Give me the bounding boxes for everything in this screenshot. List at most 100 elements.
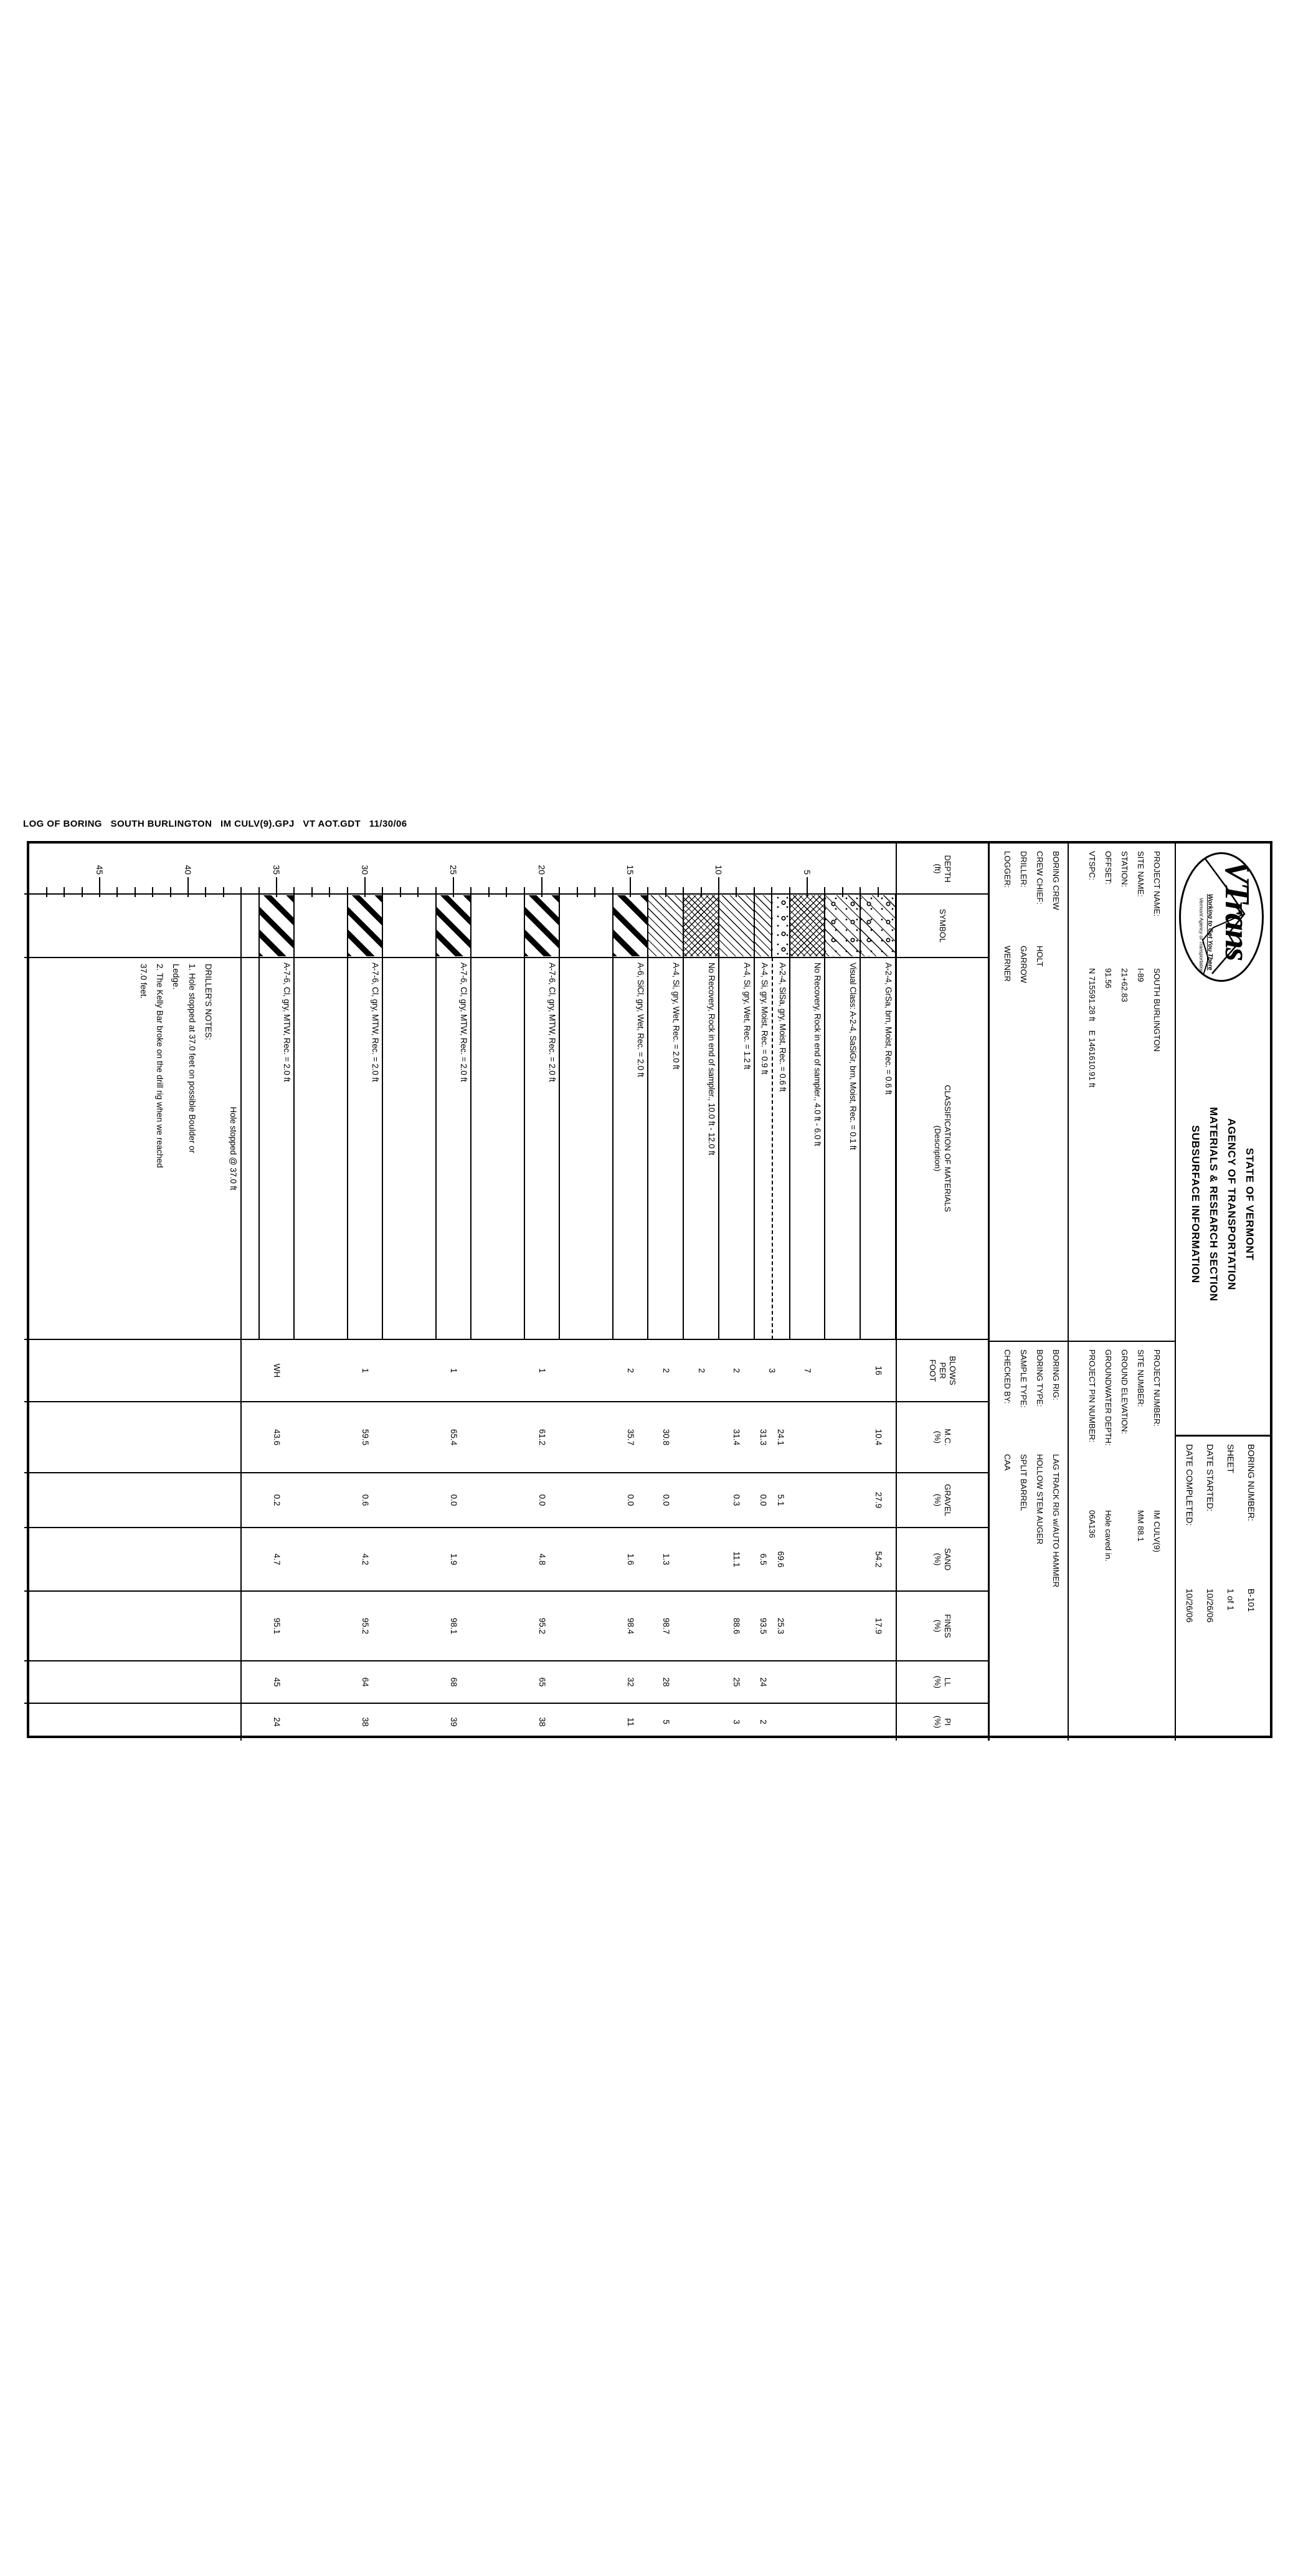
hole-bottom-line — [240, 894, 242, 1741]
sample-description: A-4, Si, gry, Moist, Rec. = 0.9 ft — [760, 962, 770, 1075]
info-value: N 715591.28 ft E 1461610.91 ft — [1087, 968, 1097, 1088]
sample-boundary — [435, 894, 437, 1339]
column-line — [24, 957, 990, 958]
value-gravel: 0.0 — [626, 1494, 635, 1506]
depth-label: 45 — [95, 865, 105, 875]
project-name-block: PROJECT NAME: SOUTH BURLINGTON SITE NAME: I… — [1069, 844, 1176, 1342]
depth-minor-tick — [506, 887, 508, 897]
info-line: LOGGER: WERNER — [999, 851, 1015, 1342]
depth-label: 20 — [537, 865, 547, 875]
column-header-sand: SAND (%) — [933, 1547, 953, 1571]
info-line: STATION: 21+62.83 — [1116, 851, 1132, 1342]
info-value: HOLLOW STEM AUGER — [1035, 1454, 1045, 1545]
info-line: SHEET 1 of 1 — [1220, 1444, 1241, 1741]
value-fines: 98.1 — [449, 1617, 458, 1635]
info-line: GROUNDWATER DEPTH: Hole caved in. — [1100, 1349, 1116, 1741]
depth-major-tick — [276, 877, 277, 897]
value-blows: 16 — [873, 1366, 883, 1376]
sample-description: A-7-6, Cl, gry, MTW, Rec. = 2.0 ft — [371, 962, 381, 1082]
soil-symbol-sand-gravel — [860, 895, 896, 956]
sample-boundary — [824, 894, 826, 1339]
column-line — [24, 1472, 990, 1473]
info-label: PROJECT NUMBER: — [1152, 1349, 1162, 1427]
info-value: IM CULV(9) — [1152, 1510, 1162, 1552]
divider — [1176, 1435, 1270, 1437]
value-fines: 93.5 — [759, 1617, 768, 1635]
sample-boundary — [258, 894, 260, 1339]
value-sand: 1.6 — [626, 1553, 635, 1566]
value-mc: 24.1 — [776, 1428, 786, 1446]
value-pi: 38 — [538, 1717, 547, 1727]
sample-boundary — [895, 894, 896, 1339]
info-label: GROUND ELEVATION: — [1120, 1349, 1129, 1435]
value-pi: 39 — [449, 1717, 458, 1727]
info-value: GARROW — [1019, 946, 1028, 983]
depth-minor-tick — [81, 887, 83, 897]
soil-symbol-clay — [435, 895, 471, 956]
info-label: SAMPLE TYPE: — [1019, 1349, 1028, 1408]
drillers-note-line: 37.0 feet. — [138, 964, 148, 999]
info-label: BORING RIG: — [1051, 1349, 1061, 1400]
info-label: BORING NUMBER: — [1246, 1444, 1256, 1521]
value-blows: 1 — [361, 1368, 370, 1373]
depth-major-tick — [807, 877, 808, 897]
sample-description: A-6, SiCl, gry, Wet, Rec. = 2.0 ft — [636, 962, 646, 1077]
column-header-depth: DEPTH (ft) — [933, 855, 953, 883]
value-gravel: 27.9 — [873, 1491, 883, 1509]
sample-description: A-7-6, Cl, gry, MTW, Rec. = 2.0 ft — [282, 962, 292, 1082]
sample-boundary — [293, 894, 295, 1339]
sample-description: No Recovery, Rock in end of sampler., 4.… — [813, 962, 823, 1146]
value-pi: 3 — [732, 1719, 742, 1724]
sample-boundary — [382, 894, 384, 1339]
sample-boundary — [612, 894, 613, 1339]
info-value: I-89 — [1136, 968, 1145, 982]
depth-major-tick — [453, 877, 454, 897]
info-value: SPLIT BARREL — [1019, 1454, 1028, 1511]
info-label: GROUNDWATER DEPTH: — [1104, 1349, 1113, 1446]
value-fines: 95.2 — [538, 1617, 547, 1635]
value-gravel: 0.0 — [538, 1494, 547, 1506]
boring-rig-block: BORING RIG: LAG TRACK RIG w/AUTO HAMMER BO… — [990, 1342, 1069, 1741]
info-label: BORING TYPE: — [1035, 1349, 1045, 1407]
value-pi: 38 — [361, 1717, 370, 1727]
value-fines: 95.2 — [361, 1617, 370, 1635]
info-label: SITE NUMBER: — [1136, 1349, 1145, 1407]
sample-boundary — [860, 894, 861, 1339]
value-fines: 95.1 — [272, 1617, 282, 1635]
sample-description: A-7-6, Cl, gry, MTW, Rec. = 2.0 ft — [459, 962, 469, 1082]
info-line: BORING NUMBER: B-101 — [1241, 1444, 1261, 1741]
drillers-note-line: 1. Hole stopped at 37.0 feet on possible… — [187, 964, 197, 1153]
info-label: SITE NAME: — [1136, 851, 1145, 897]
info-line: SITE NAME: I-89 — [1132, 851, 1149, 1342]
value-blows: 2 — [696, 1368, 706, 1373]
value-gravel: 0.6 — [361, 1494, 370, 1506]
boring-crew-block: BORING CREW CREW CHIEF: HOLT DRILLER: GARROW… — [990, 844, 1069, 1342]
value-blows: 1 — [449, 1368, 458, 1373]
soil-symbol-rock-norec — [789, 895, 825, 956]
depth-major-tick — [630, 877, 631, 897]
info-value: WERNER — [1003, 946, 1012, 982]
value-mc: 43.6 — [272, 1428, 282, 1446]
column-header-mc: M.C. (%) — [933, 1428, 953, 1446]
info-line: SAMPLE TYPE: SPLIT BARREL — [1015, 1349, 1031, 1741]
info-label: CREW CHIEF: — [1035, 851, 1045, 905]
column-header-class: CLASSIFICATION OF MATERIALS (Description) — [933, 1085, 953, 1212]
soil-symbol-silt — [754, 895, 772, 956]
depth-minor-tick — [222, 887, 224, 897]
depth-label: 30 — [360, 865, 370, 875]
info-label: PROJECT PIN NUMBER: — [1087, 1349, 1097, 1443]
value-pi: 24 — [272, 1717, 282, 1727]
sample-description: Visual Class: A-2-4, SaSiGr, brn, Moist,… — [848, 962, 858, 1150]
info-line: CHECKED BY: CAA — [999, 1349, 1015, 1741]
boring-number-block: BORING NUMBER: B-101 SHEET 1 of 1 DATE START… — [1176, 1437, 1270, 1741]
info-line: DATE STARTED: 10/26/06 — [1200, 1444, 1220, 1741]
value-gravel: 5.1 — [776, 1494, 786, 1506]
value-sand: 6.5 — [759, 1553, 768, 1566]
info-label: OFFSET: — [1104, 851, 1113, 885]
value-sand: 1.9 — [449, 1553, 458, 1566]
info-line: PROJECT NAME: SOUTH BURLINGTON — [1149, 851, 1165, 1342]
logo-agency-text: Vermont Agency of Transportation — [1198, 898, 1204, 973]
value-pi: 2 — [759, 1719, 768, 1724]
logo-brand-text: VTrans — [1218, 860, 1256, 961]
column-header-ll: LL (%) — [933, 1675, 953, 1689]
